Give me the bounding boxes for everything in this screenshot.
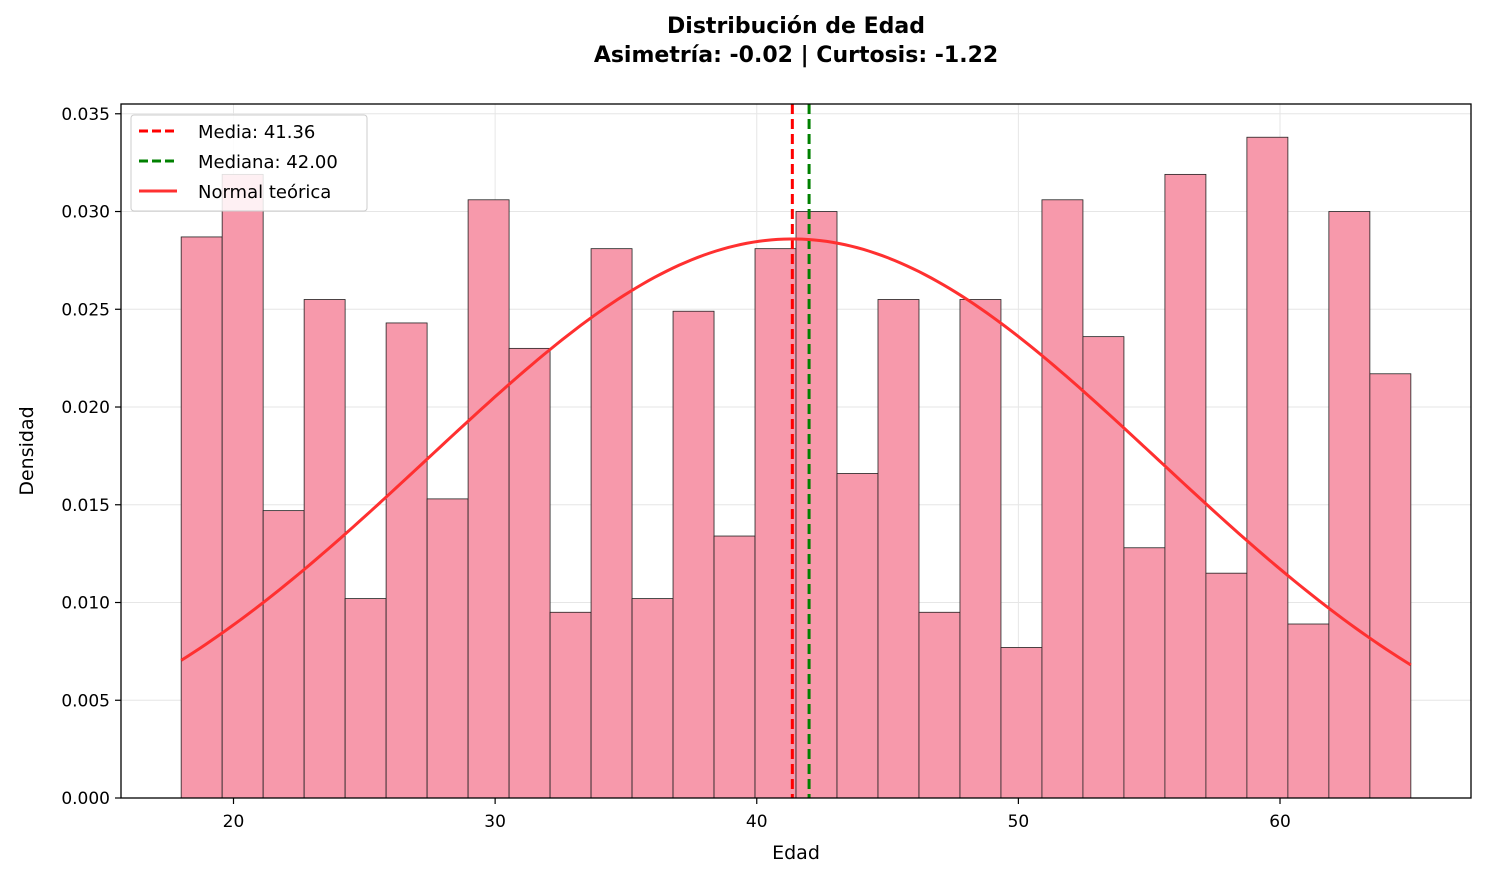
legend-mean-label: Media: 41.36: [198, 122, 315, 143]
histogram-bar: [1328, 211, 1371, 799]
y-tick-label: 0.000: [61, 789, 110, 809]
x-tick-label: 20: [223, 812, 245, 832]
histogram-bar: [508, 347, 551, 799]
histogram-bar: [836, 473, 879, 799]
histogram-bar: [1000, 647, 1043, 799]
y-tick-label: 0.030: [61, 203, 110, 223]
histogram-bar: [918, 611, 961, 799]
legend-normal-label: Normal teórica: [198, 182, 331, 203]
y-axis-label: Densidad: [16, 406, 38, 495]
chart-title: Distribución de Edad: [667, 14, 925, 39]
histogram-bar: [795, 211, 838, 799]
chart-subtitle: Asimetría: -0.02 | Curtosis: -1.22: [594, 43, 998, 68]
histogram-bar: [1287, 623, 1330, 799]
histogram-bar: [1205, 572, 1248, 799]
y-tick-label: 0.015: [61, 496, 110, 516]
histogram-bar: [467, 199, 510, 799]
x-tick-label: 30: [484, 812, 506, 832]
y-tick-label: 0.020: [61, 398, 110, 418]
legend: Media: 41.36 Mediana: 42.00 Normal teóri…: [130, 114, 368, 212]
histogram-bar: [754, 248, 797, 799]
x-tick-label: 60: [1269, 812, 1291, 832]
histogram-bar: [221, 173, 264, 799]
y-tick-label: 0.025: [61, 300, 110, 320]
normal-curve-layer: [180, 237, 1412, 667]
histogram-bar: [1246, 136, 1289, 799]
y-tick-label: 0.005: [61, 691, 110, 711]
histogram-bar: [1041, 199, 1084, 799]
histogram-bar: [385, 322, 428, 799]
histogram-bar: [631, 598, 674, 799]
normal-curve: [180, 237, 1412, 667]
histogram-bar: [713, 535, 756, 799]
histogram-bar: [426, 498, 469, 799]
histogram-bar: [877, 299, 920, 799]
axes: 20 30 40 50 60 0.000 0.005 0.010 0.015 0.020 0.025…: [61, 103, 1472, 832]
histogram-bar: [262, 510, 305, 799]
histogram-bar: [1369, 373, 1412, 799]
histogram-bar: [1123, 547, 1166, 799]
histogram-bar: [180, 236, 223, 799]
histogram-bar: [959, 299, 1002, 799]
y-tick-label: 0.010: [61, 594, 110, 614]
reference-lines: [790, 104, 811, 798]
x-tick-label: 40: [746, 812, 768, 832]
histogram-bar: [303, 299, 346, 799]
histogram-bar: [1082, 336, 1125, 799]
x-axis-label: Edad: [772, 842, 820, 864]
x-tick-label: 50: [1008, 812, 1030, 832]
histogram-bar: [672, 310, 715, 799]
histogram-bar: [344, 598, 387, 799]
y-tick-label: 0.035: [61, 105, 110, 125]
plot-frame: [120, 103, 1472, 799]
histogram-bars: [180, 136, 1412, 799]
histogram-bar: [590, 248, 633, 799]
histogram-bar: [549, 611, 592, 799]
legend-median-label: Mediana: 42.00: [198, 152, 338, 173]
legend-box: [130, 114, 368, 212]
